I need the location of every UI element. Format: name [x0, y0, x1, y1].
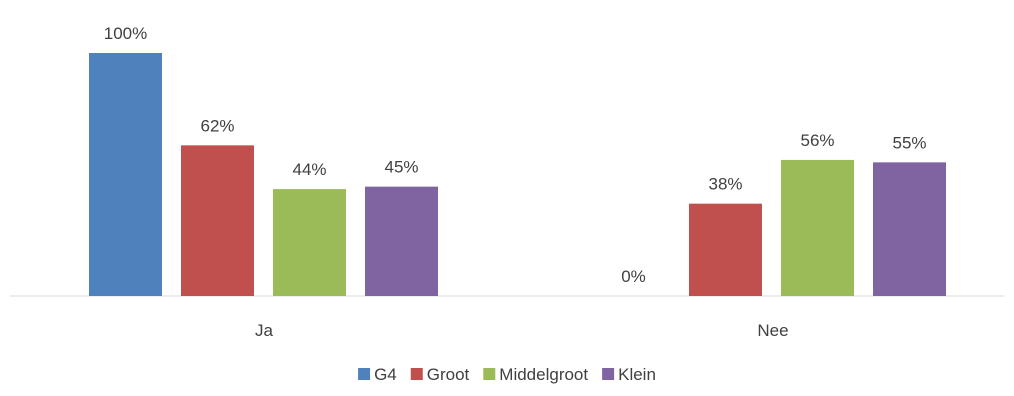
data-label-groot-nee: 38%: [708, 175, 742, 194]
legend-swatch-groot: [410, 368, 423, 380]
legend-label-g4: G4: [374, 365, 397, 384]
legend-swatch-g4: [358, 368, 371, 380]
bar-klein-ja: [365, 186, 438, 296]
legend-label-groot: Groot: [427, 365, 470, 384]
legend-item-groot: Groot: [410, 365, 470, 384]
legend: G4 Groot Middelgroot Klein: [358, 365, 656, 384]
data-label-g4-nee: 0%: [621, 267, 646, 286]
category-label-ja: Ja: [255, 321, 274, 340]
legend-swatch-klein: [602, 368, 615, 380]
bars-group: [89, 53, 946, 296]
bar-klein-nee: [873, 162, 946, 296]
legend-label-middelgroot: Middelgroot: [499, 365, 588, 384]
legend-swatch-middelgroot: [483, 368, 496, 380]
data-label-klein-nee: 55%: [892, 133, 926, 152]
bar-groot-nee: [689, 203, 762, 296]
bar-middelgroot-nee: [781, 159, 854, 296]
data-label-middelgroot-ja: 44%: [292, 160, 326, 179]
bar-g4-ja: [89, 53, 162, 296]
data-label-klein-ja: 45%: [384, 158, 418, 177]
category-label-nee: Nee: [757, 321, 788, 340]
data-label-middelgroot-nee: 56%: [800, 131, 834, 150]
bar-groot-ja: [181, 145, 254, 296]
bar-middelgroot-ja: [273, 189, 346, 296]
data-labels-group: 100% 62% 44% 45% 0% 38% 56% 55%: [104, 24, 927, 286]
legend-item-middelgroot: Middelgroot: [483, 365, 588, 384]
data-label-groot-ja: 62%: [200, 116, 234, 135]
legend-item-g4: G4: [358, 365, 397, 384]
legend-item-klein: Klein: [602, 365, 656, 384]
data-label-g4-ja: 100%: [104, 24, 147, 43]
legend-label-klein: Klein: [618, 365, 656, 384]
category-labels-group: Ja Nee: [255, 321, 789, 340]
